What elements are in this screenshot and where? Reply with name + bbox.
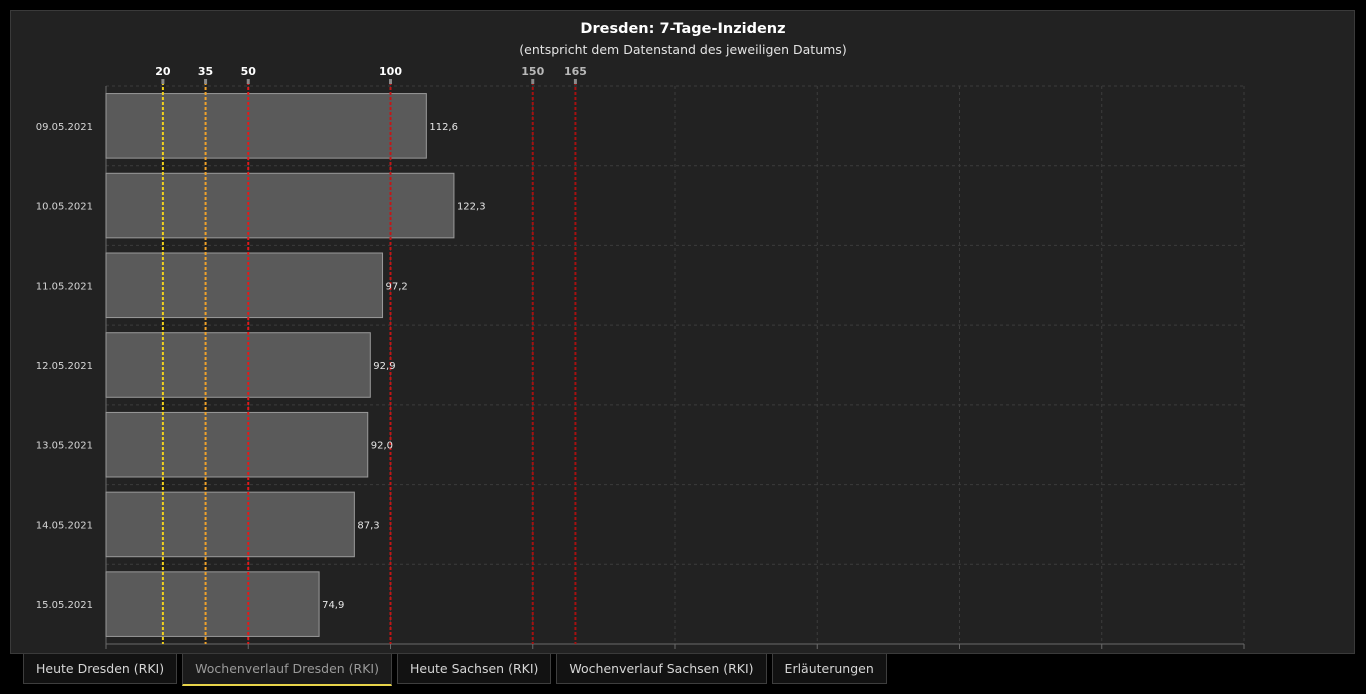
y-tick-label: 14.05.2021 xyxy=(36,520,93,531)
threshold-marker xyxy=(531,79,535,84)
tab-erlaeuterungen[interactable]: Erläuterungen xyxy=(771,654,887,684)
threshold-label: 100 xyxy=(379,65,402,78)
chart-title: Dresden: 7-Tage-Inzidenz xyxy=(580,21,785,37)
bar-layer xyxy=(105,93,455,637)
threshold-marker xyxy=(161,79,165,84)
tab-heute-dresden[interactable]: Heute Dresden (RKI) xyxy=(23,654,178,684)
chart-panel: Dresden: 7-Tage-Inzidenz (entspricht dem… xyxy=(10,10,1355,654)
chart-svg: Dresden: 7-Tage-Inzidenz (entspricht dem… xyxy=(36,21,1245,649)
bar-value-label: 87,3 xyxy=(357,520,379,531)
threshold-marker xyxy=(246,79,250,84)
bar-value-label: 74,9 xyxy=(322,600,344,611)
y-tick-label: 11.05.2021 xyxy=(36,281,93,292)
bar xyxy=(105,491,355,558)
bar-value-label: 92,9 xyxy=(373,361,395,372)
y-tick-label: 15.05.2021 xyxy=(36,600,93,611)
y-tick-label: 10.05.2021 xyxy=(36,202,93,213)
threshold-layer: 20 35 50 100 150 165 xyxy=(155,65,587,644)
label-layer: 112,6 09.05.2021 122,3 10.05.2021 97,2 11.05.… xyxy=(36,122,486,611)
threshold-label: 165 xyxy=(564,65,587,78)
tab-wochenverlauf-sachsen[interactable]: Wochenverlauf Sachsen (RKI) xyxy=(556,654,767,684)
threshold-marker xyxy=(204,79,208,84)
bar-value-label: 122,3 xyxy=(457,202,486,213)
y-tick-label: 13.05.2021 xyxy=(36,441,93,452)
tab-bar: Heute Dresden (RKI) Wochenverlauf Dresde… xyxy=(23,654,887,686)
tab-wochenverlauf-dresden[interactable]: Wochenverlauf Dresden (RKI) xyxy=(182,654,392,686)
chart-subtitle: (entspricht dem Datenstand des jeweilige… xyxy=(519,42,846,57)
tab-heute-sachsen[interactable]: Heute Sachsen (RKI) xyxy=(397,654,552,684)
bar-value-label: 97,2 xyxy=(386,281,408,292)
bar xyxy=(105,172,455,239)
threshold-label: 20 xyxy=(155,65,171,78)
threshold-label: 50 xyxy=(241,65,257,78)
threshold-marker xyxy=(573,79,577,84)
y-tick-label: 12.05.2021 xyxy=(36,361,93,372)
y-tick-label: 09.05.2021 xyxy=(36,122,93,133)
bar-value-label: 92,0 xyxy=(371,441,393,452)
bar xyxy=(105,332,371,398)
bar xyxy=(105,252,384,319)
threshold-label: 35 xyxy=(198,65,213,78)
threshold-label: 150 xyxy=(521,65,544,78)
bar-value-label: 112,6 xyxy=(429,122,458,133)
bar xyxy=(105,571,320,637)
bar xyxy=(105,411,369,478)
threshold-marker xyxy=(389,79,392,84)
bar xyxy=(105,93,427,159)
